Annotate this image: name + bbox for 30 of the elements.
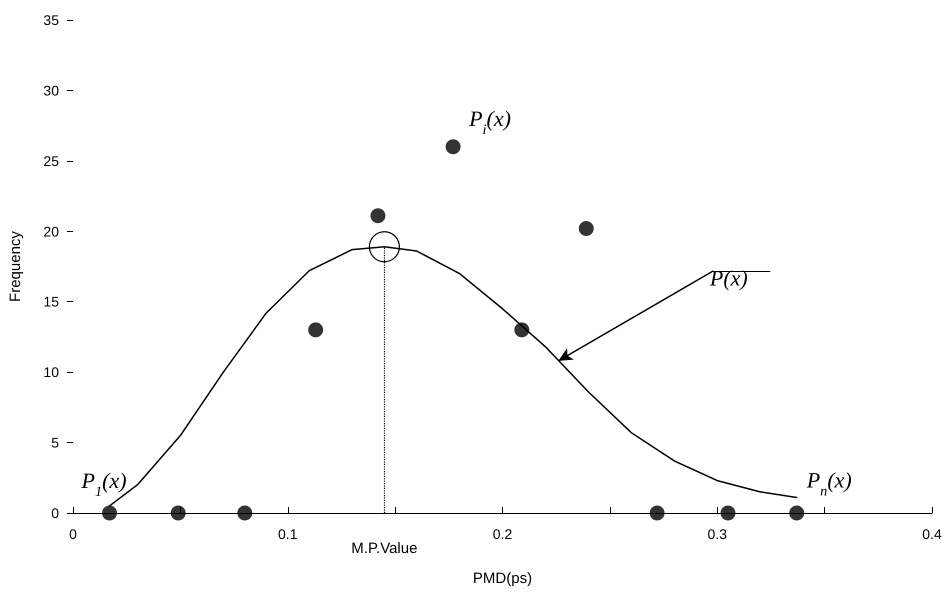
x-tick-label: 0.3 (708, 526, 728, 542)
y-tick-label: 35 (43, 12, 60, 28)
y-tick-label: 20 (43, 223, 60, 240)
y-tick-label: 30 (43, 82, 60, 98)
point (650, 506, 665, 520)
y-tick-label: 5 (51, 434, 60, 451)
point (102, 506, 118, 520)
x-tick-label: 0.1 (278, 526, 298, 542)
point (370, 208, 386, 224)
point (308, 322, 324, 338)
annotation: P$_{i}$(x) (468, 106, 511, 138)
point (446, 139, 461, 154)
x-tick-label: 0 (69, 526, 78, 542)
ref-line-label: M.P.Value (351, 540, 418, 557)
point (578, 220, 594, 236)
x-tick-label: 0.4 (922, 526, 942, 542)
annotation: P$_{n}$(x) (806, 468, 852, 500)
y-axis-title: Frequency (7, 230, 24, 302)
x-tick-label: 0.2 (492, 526, 512, 542)
y-tick-label: 10 (43, 364, 60, 380)
y-tick-label: 15 (43, 294, 60, 310)
point (720, 506, 736, 520)
point (170, 506, 186, 520)
y-tick-label: 25 (43, 152, 60, 169)
point (237, 506, 252, 520)
x-axis-title: PMD(ps) (472, 570, 532, 587)
point (514, 322, 530, 338)
point (789, 506, 804, 520)
annotation: P$_{1}$(x) (80, 468, 127, 500)
y-tick-label: 0 (51, 505, 60, 521)
